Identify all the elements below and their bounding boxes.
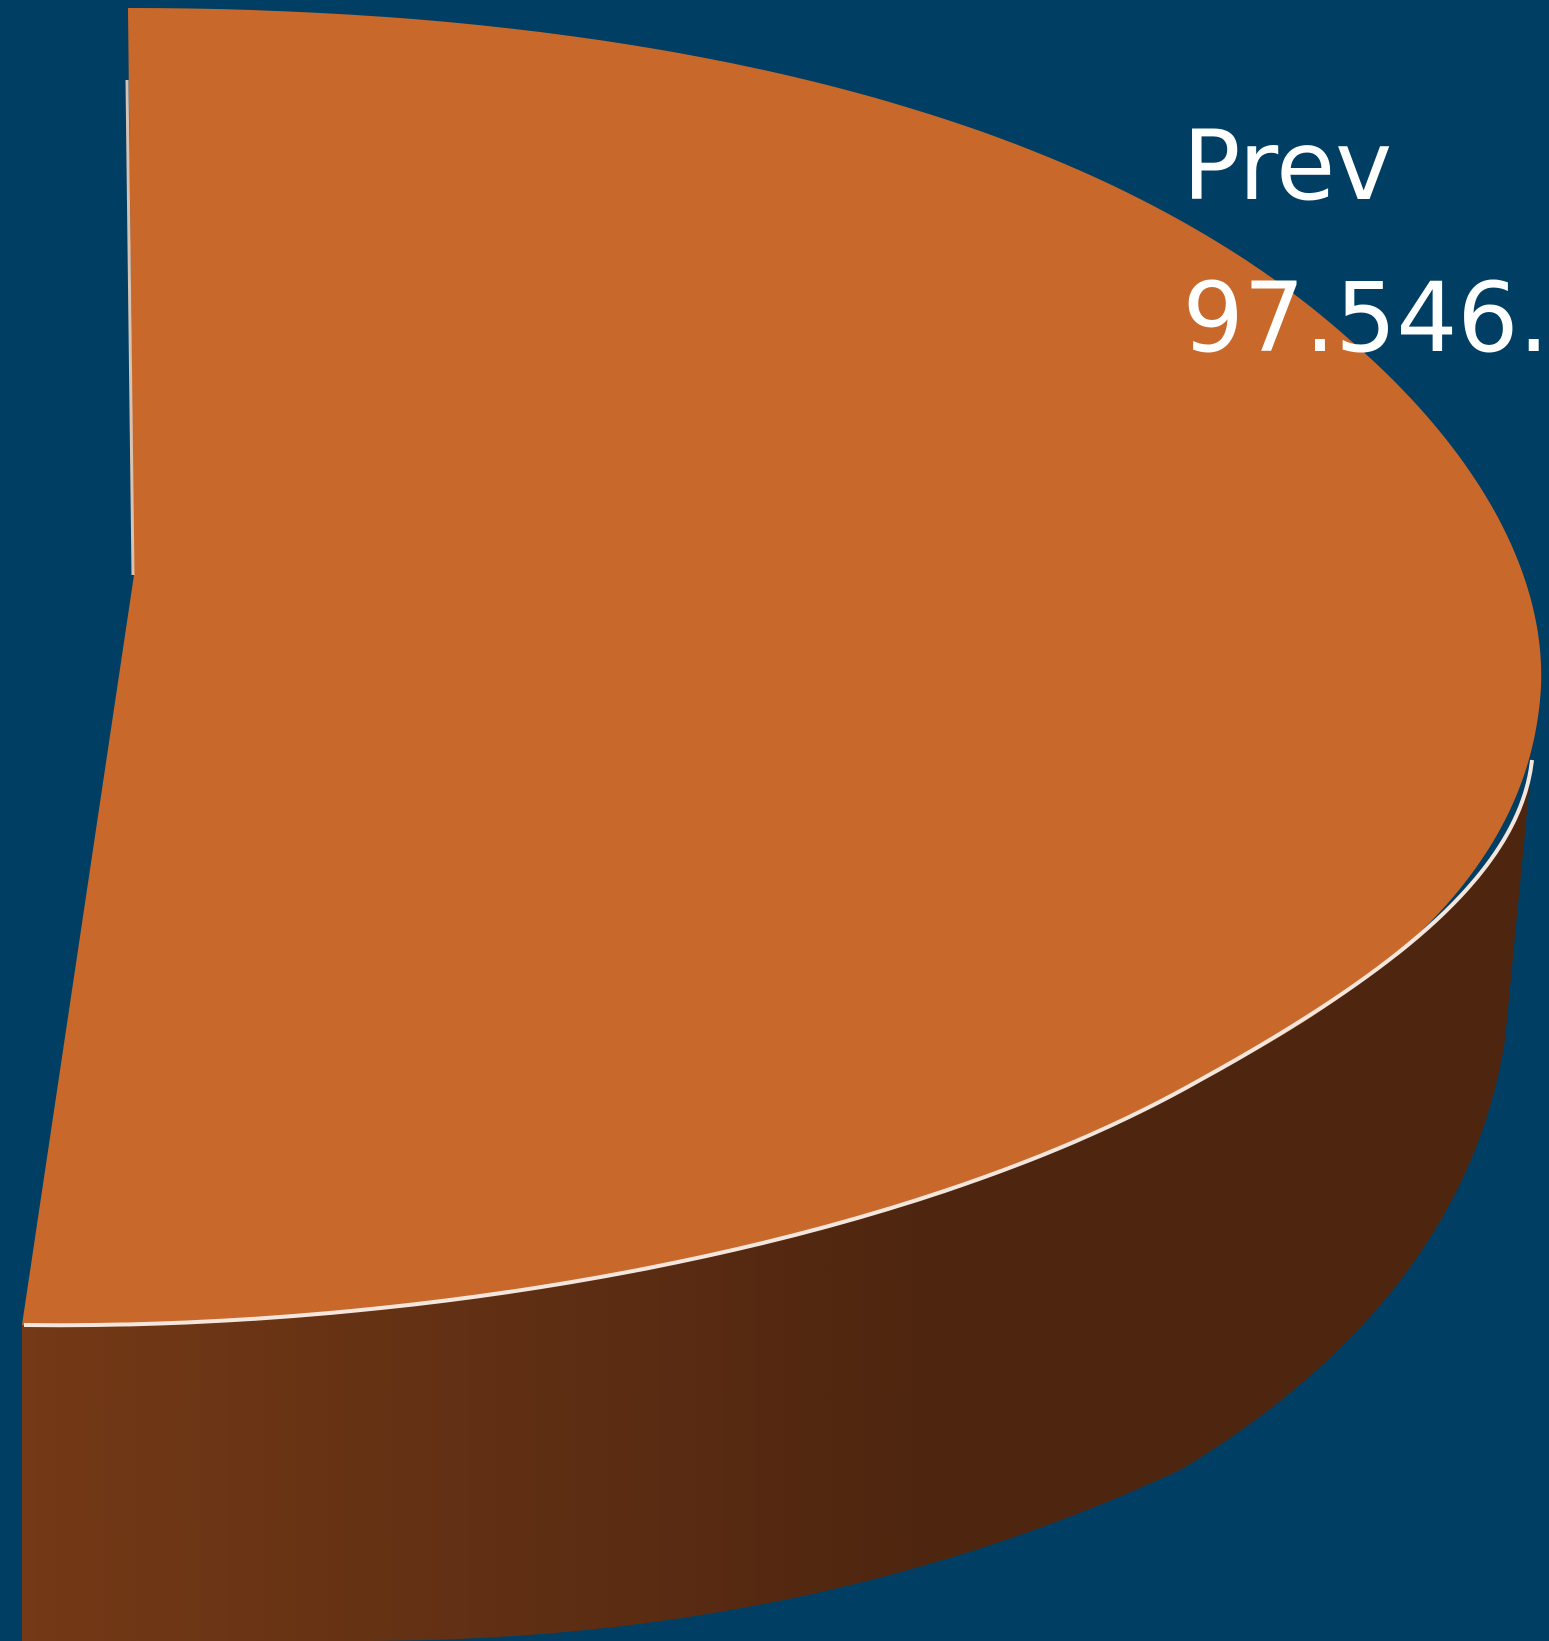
slice-value-label: 97.546. — [1182, 262, 1549, 374]
pie-slice-left-edge — [125, 79, 135, 576]
pie-slice-front-edge — [23, 759, 1534, 1328]
slice-data-label: Prev 97.546. — [1183, 90, 1549, 394]
pie-slice-prev[interactable] — [22, 8, 1542, 1326]
slice-category-label: Prev — [1182, 110, 1393, 222]
pie-slice-side-wall — [22, 760, 1532, 1641]
